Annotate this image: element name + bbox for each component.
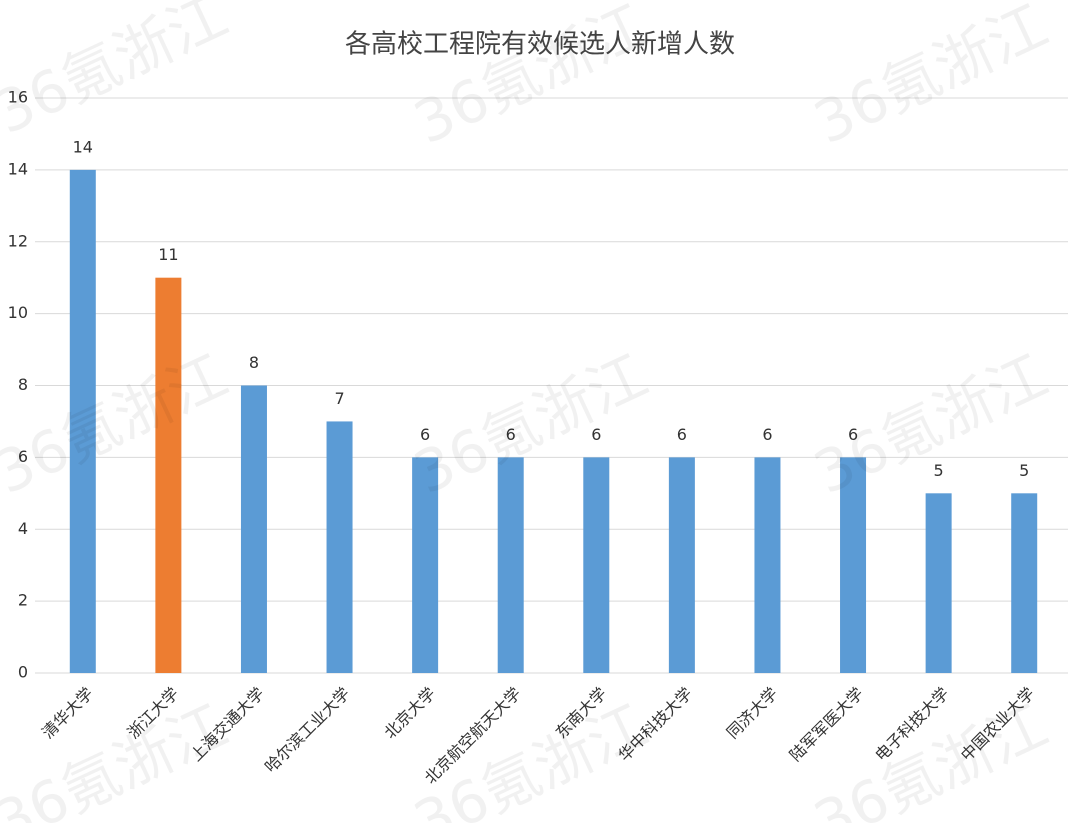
value-label: 6	[506, 425, 516, 444]
value-label: 5	[1019, 461, 1029, 480]
y-tick-label: 0	[18, 663, 28, 682]
bar	[69, 169, 96, 673]
bar	[583, 457, 610, 673]
y-tick-label: 4	[18, 519, 28, 538]
bar	[1011, 493, 1038, 673]
x-tick-label: 同济大学	[723, 684, 782, 743]
x-tick-label: 清华大学	[38, 684, 97, 743]
y-tick-label: 2	[18, 591, 28, 610]
value-label: 8	[249, 353, 259, 372]
y-tick-label: 14	[8, 159, 28, 178]
value-label: 6	[848, 425, 858, 444]
bar	[326, 421, 353, 673]
value-label: 6	[677, 425, 687, 444]
y-tick-label: 10	[8, 303, 28, 322]
bar	[840, 457, 867, 673]
bar	[412, 457, 439, 673]
bar	[925, 493, 952, 673]
value-label: 5	[934, 461, 944, 480]
y-tick-label: 16	[8, 88, 28, 107]
y-tick-label: 6	[18, 447, 28, 466]
value-label: 6	[420, 425, 430, 444]
value-label: 7	[334, 389, 344, 408]
x-tick-label: 哈尔滨工业大学	[261, 684, 354, 777]
bar	[497, 457, 524, 673]
watermark: 36氪浙江	[404, 0, 657, 157]
watermark: 36氪浙江	[404, 341, 657, 507]
value-label: 6	[762, 425, 772, 444]
chart-title: 各高校工程院有效候选人新增人数	[345, 30, 735, 60]
bar	[668, 457, 695, 673]
watermark: 36氪浙江	[804, 0, 1057, 157]
bar	[240, 385, 267, 673]
bar	[155, 277, 182, 673]
y-tick-label: 12	[8, 231, 28, 250]
watermark: 36氪浙江	[0, 691, 237, 823]
value-label: 11	[158, 245, 178, 264]
x-tick-label: 陆军军医大学	[786, 684, 867, 765]
watermark: 36氪浙江	[0, 341, 237, 507]
bar	[754, 457, 781, 673]
y-tick-label: 8	[18, 375, 28, 394]
value-label: 6	[591, 425, 601, 444]
value-label: 14	[73, 137, 93, 156]
watermark: 36氪浙江	[0, 0, 237, 147]
watermark: 36氪浙江	[804, 341, 1057, 507]
x-tick-label: 北京大学	[380, 684, 439, 743]
